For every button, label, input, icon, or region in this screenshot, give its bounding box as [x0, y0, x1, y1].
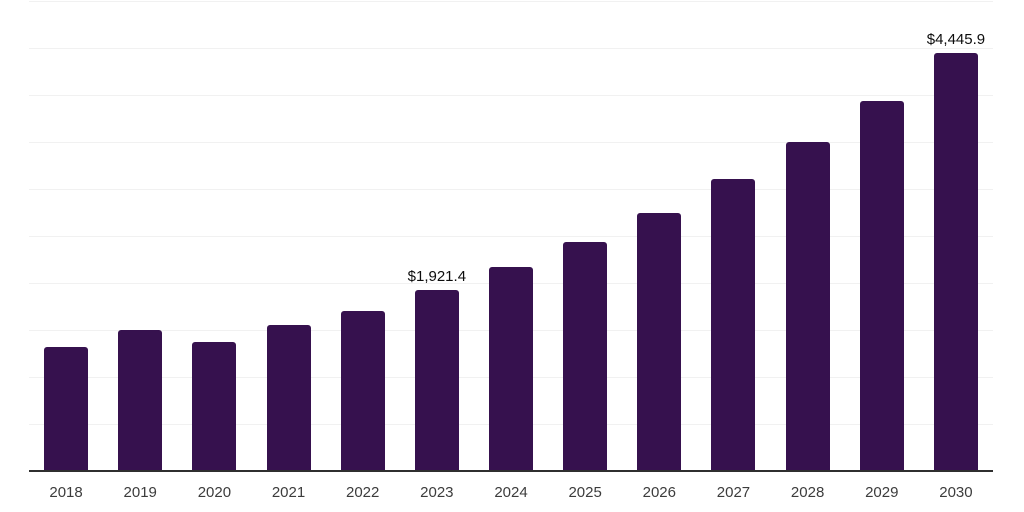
- x-axis-label-2029: 2029: [865, 484, 899, 501]
- x-axis-label-2030: 2030: [939, 484, 973, 501]
- x-axis-label-2023: 2023: [420, 484, 454, 501]
- gridline: [29, 142, 993, 143]
- x-axis-label-2025: 2025: [568, 484, 602, 501]
- bar-2028[interactable]: [785, 142, 830, 471]
- bar-2029[interactable]: [859, 100, 904, 471]
- x-axis-label-2024: 2024: [494, 484, 528, 501]
- bar-2020[interactable]: [192, 342, 237, 471]
- bar-2023[interactable]: [414, 290, 459, 471]
- x-axis-label-2022: 2022: [346, 484, 380, 501]
- gridline: [29, 236, 993, 237]
- bar-2022[interactable]: [340, 311, 385, 471]
- bar-2024[interactable]: [489, 267, 533, 471]
- bar-2021[interactable]: [266, 325, 311, 471]
- x-axis-label-2018: 2018: [49, 484, 83, 501]
- bar-2025[interactable]: [563, 241, 608, 471]
- x-axis-line: [29, 470, 993, 472]
- x-axis-label-2019: 2019: [123, 484, 157, 501]
- gridline: [29, 95, 993, 96]
- x-axis-label-2021: 2021: [271, 484, 306, 501]
- bar-2019[interactable]: [118, 330, 163, 471]
- x-axis-label-2028: 2028: [790, 484, 825, 501]
- bar-2030[interactable]: [933, 53, 978, 471]
- gridline: [29, 189, 993, 190]
- gridline: [29, 1, 993, 2]
- bar-2026[interactable]: [637, 212, 682, 471]
- x-axis-label-2027: 2027: [716, 484, 751, 501]
- gridline: [29, 48, 993, 49]
- x-axis-label-2026: 2026: [642, 484, 676, 501]
- data-label-2023: $1,921.4: [407, 268, 467, 286]
- x-axis-label-2020: 2020: [197, 484, 232, 501]
- bar-2027[interactable]: [711, 178, 756, 471]
- bar-2018[interactable]: [44, 346, 89, 471]
- data-label-2030: $4,445.9: [926, 31, 986, 49]
